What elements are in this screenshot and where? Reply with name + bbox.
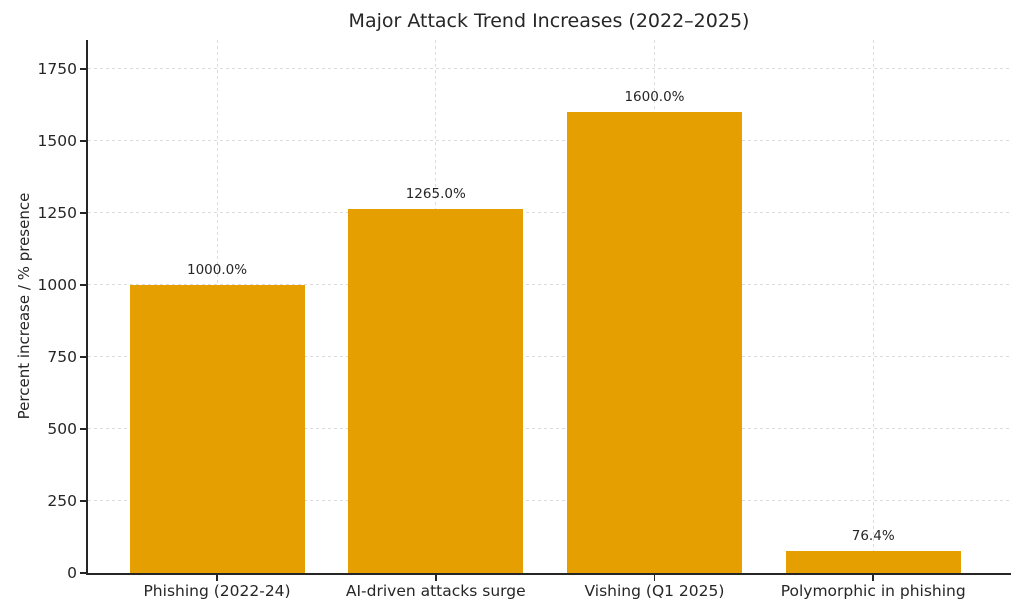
y-axis-tick	[80, 572, 87, 574]
gridline-horizontal	[88, 428, 1011, 430]
x-tick-label: AI-driven attacks surge	[345, 582, 526, 600]
bar	[129, 284, 305, 573]
bar	[566, 112, 742, 573]
gridline-horizontal	[88, 356, 1011, 358]
gridline-horizontal	[88, 212, 1011, 214]
bar	[348, 208, 524, 573]
y-axis-label: Percent increase / % presence	[15, 192, 33, 420]
bar-value-label: 1000.0%	[186, 261, 248, 278]
y-tick-label: 250	[47, 491, 77, 510]
gridline-horizontal	[88, 140, 1011, 142]
gridline-horizontal	[88, 284, 1011, 286]
y-tick-label: 500	[47, 419, 77, 438]
y-tick-label: 750	[47, 347, 77, 366]
y-axis-tick	[80, 356, 87, 358]
y-axis-tick	[80, 428, 87, 430]
gridline-horizontal	[88, 500, 1011, 502]
x-axis-tick	[653, 574, 656, 581]
x-axis-tick	[872, 574, 874, 581]
x-axis-tick	[434, 574, 437, 581]
y-axis-tick	[80, 284, 87, 286]
y-axis-tick	[80, 140, 87, 142]
bar-value-label: 76.4%	[851, 527, 895, 544]
y-axis-tick	[80, 500, 87, 502]
x-axis-spine	[86, 573, 1011, 575]
plot-area: 0 250 500 750 1000 1250 1500 1750 1000.0% 1265.0%…	[38, 40, 1011, 600]
gridline-vertical	[872, 40, 874, 573]
y-axis-tick	[80, 212, 87, 214]
x-tick-label: Vishing (Q1 2025)	[584, 582, 725, 600]
x-tick-label: Polymorphic in phishing	[780, 582, 966, 600]
x-axis-tick	[216, 574, 218, 581]
y-tick-label: 1500	[37, 131, 77, 150]
bar	[785, 550, 961, 573]
y-tick-label: 1250	[37, 203, 77, 222]
gridline-horizontal	[88, 68, 1011, 70]
chart-title: Major Attack Trend Increases (2022–2025)	[348, 10, 750, 32]
bar-value-label: 1265.0%	[405, 185, 466, 202]
x-tick-label: Phishing (2022-24)	[143, 582, 291, 600]
y-tick-label: 1750	[37, 59, 77, 78]
y-tick-label: 1000	[37, 275, 77, 294]
y-tick-label: 0	[67, 564, 77, 582]
y-axis-spine	[86, 40, 88, 575]
bar-value-label: 1600.0%	[624, 89, 685, 106]
y-axis-tick	[80, 68, 87, 70]
